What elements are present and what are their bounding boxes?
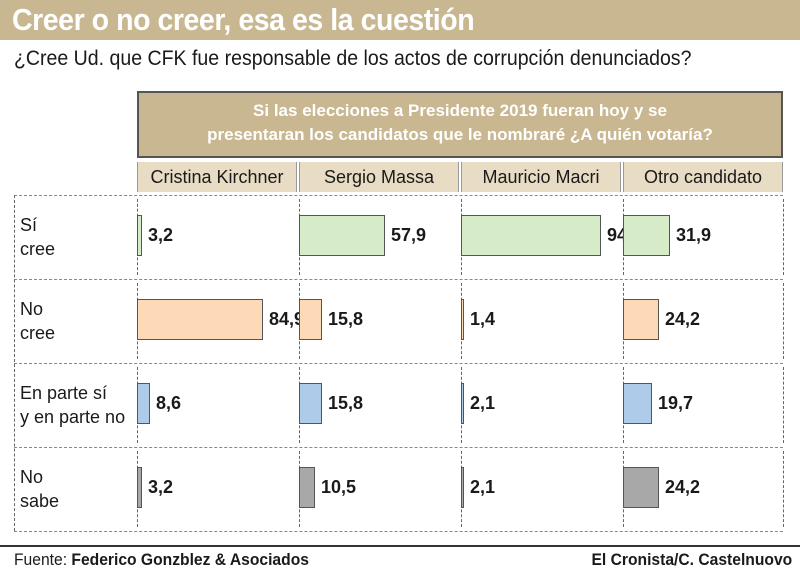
- row-divider: [14, 363, 783, 364]
- chart-title: Creer o no creer, esa es la cuestión: [12, 2, 475, 37]
- bar-value-label: 10,5: [321, 477, 357, 497]
- row-label-line2: cree: [20, 323, 56, 343]
- source-label: Fuente:: [14, 550, 68, 569]
- bar-value-label: 3,2: [148, 477, 174, 497]
- title-bar: Creer o no creer, esa es la cuestión: [0, 0, 800, 40]
- bar: [623, 467, 659, 508]
- footer-credit: El Cronista/C. Castelnuovo: [591, 550, 792, 569]
- bar: [461, 383, 464, 424]
- bar: [137, 215, 142, 256]
- row-divider: [14, 279, 783, 280]
- bar-value-label: 31,9: [676, 225, 712, 245]
- table-left-border: [14, 195, 15, 531]
- bar-value-label: 57,9: [391, 225, 427, 245]
- column-header-4: Otro candidato: [623, 162, 783, 192]
- bar: [299, 467, 315, 508]
- source-name: Federico Gonzblez & Asociados: [71, 550, 309, 569]
- bar: [299, 299, 322, 340]
- row-label-line1: En parte sí: [20, 383, 108, 403]
- question-line-2: presentaran los candidatos que le nombra…: [207, 125, 713, 144]
- question-header: Si las elecciones a Presidente 2019 fuer…: [137, 91, 783, 158]
- bar: [623, 215, 670, 256]
- bar: [137, 467, 142, 508]
- row-label-line1: No: [20, 299, 44, 319]
- table-bottom-border: [14, 531, 783, 532]
- row-divider: [14, 447, 783, 448]
- bar-value-label: 24,2: [665, 477, 701, 497]
- table-right-border: [783, 199, 784, 275]
- bar-value-label: 8,6: [156, 393, 182, 413]
- bar: [137, 299, 263, 340]
- bar-value-label: 2,1: [470, 393, 496, 413]
- question-line-1: Si las elecciones a Presidente 2019 fuer…: [253, 101, 667, 120]
- bar-value-label: 1,4: [470, 309, 496, 329]
- table-right-border: [783, 451, 784, 527]
- row-label-line1: Sí: [20, 215, 38, 235]
- bar-value-label: 24,2: [665, 309, 701, 329]
- row-divider: [14, 195, 783, 196]
- bar: [137, 383, 150, 424]
- bar-value-label: 84,9: [269, 309, 305, 329]
- bar-value-label: 15,8: [328, 393, 364, 413]
- bar-value-label: 2,1: [470, 477, 496, 497]
- bar: [461, 299, 464, 340]
- table-right-border: [783, 367, 784, 443]
- row-label-line2: y en parte no: [20, 407, 126, 427]
- footer-rule: [0, 545, 800, 547]
- bar: [299, 215, 385, 256]
- bar-value-label: 15,8: [328, 309, 364, 329]
- table-right-border: [783, 283, 784, 359]
- column-header-2: Sergio Massa: [299, 162, 459, 192]
- bar: [461, 467, 464, 508]
- bar: [623, 383, 652, 424]
- row-label-line2: sabe: [20, 491, 60, 511]
- chart-subtitle: ¿Cree Ud. que CFK fue responsable de los…: [14, 47, 692, 70]
- bar-value-label: 19,7: [658, 393, 694, 413]
- bar: [623, 299, 659, 340]
- row-label-line2: cree: [20, 239, 56, 259]
- bar: [299, 383, 322, 424]
- column-header-1: Cristina Kirchner: [137, 162, 297, 192]
- column-header-3: Mauricio Macri: [461, 162, 621, 192]
- bar-value-label: 3,2: [148, 225, 174, 245]
- bar: [461, 215, 601, 256]
- footer-source: Fuente: Federico Gonzblez & Asociados: [14, 549, 309, 571]
- row-label-line1: No: [20, 467, 44, 487]
